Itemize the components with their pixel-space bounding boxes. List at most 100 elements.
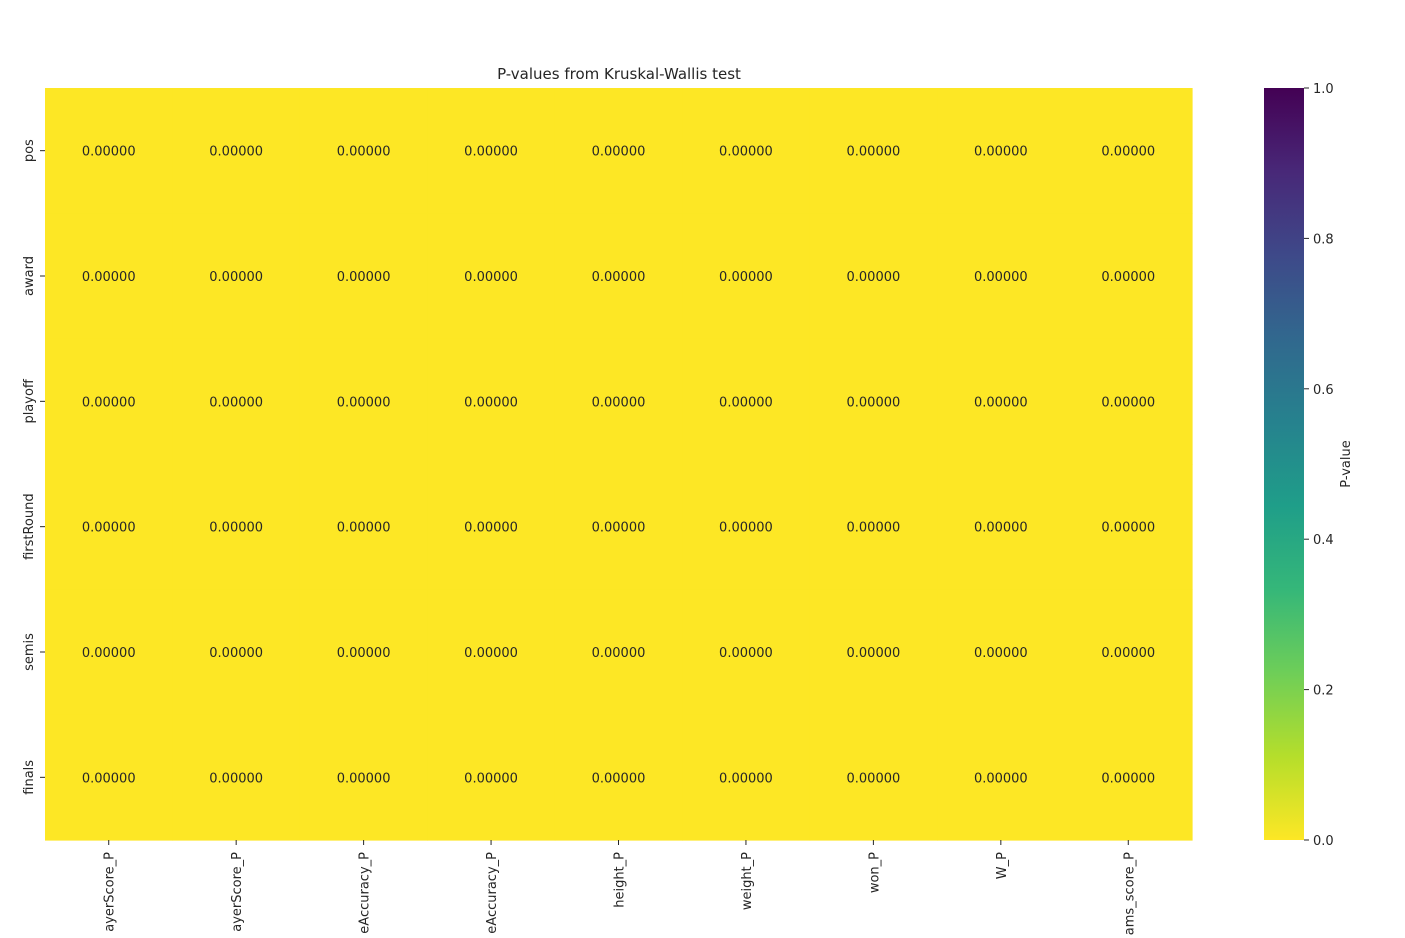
cell-value-label: 0.00000: [464, 521, 518, 536]
colorbar-tick-label: 0.4: [1313, 533, 1334, 548]
cell-value-label: 0.00000: [337, 521, 391, 536]
heatmap-cell: [1064, 213, 1193, 340]
heatmap-cell: [682, 714, 811, 841]
cell-value-label: 0.00000: [592, 771, 646, 786]
x-tick-label: eAccuracy_P: [358, 852, 373, 934]
heatmap-cell: [427, 88, 556, 214]
heatmap-cell: [682, 464, 811, 590]
cell-value-label: 0.00000: [974, 771, 1028, 786]
heatmap-cell: [299, 589, 428, 716]
cell-value-label: 0.00000: [82, 771, 136, 786]
cell-value-label: 0.00000: [337, 771, 391, 786]
heatmap-cell: [45, 338, 174, 465]
x-tick-label: ams_score_P: [1122, 852, 1137, 935]
heatmap-cell: [682, 213, 811, 340]
heatmap-cells: [45, 88, 1193, 841]
heatmap-cell: [172, 714, 301, 841]
x-tick-label: won_P: [867, 852, 882, 893]
heatmap-cell: [682, 88, 811, 214]
heatmap-cell: [299, 464, 428, 590]
x-tick-label: weight_P: [740, 852, 755, 910]
x-tick-label: W_P: [995, 852, 1010, 879]
heatmap-cell: [1064, 88, 1193, 214]
cell-value-label: 0.00000: [337, 270, 391, 285]
cell-value-label: 0.00000: [464, 646, 518, 661]
cell-value-label: 0.00000: [719, 145, 773, 160]
heatmap-cell: [427, 464, 556, 590]
heatmap-cell: [682, 589, 811, 716]
cell-value-label: 0.00000: [719, 646, 773, 661]
y-tick-label: award: [22, 256, 37, 296]
cell-value-label: 0.00000: [1101, 646, 1155, 661]
heatmap-cell: [45, 213, 174, 340]
heatmap-cell: [682, 338, 811, 465]
cell-value-label: 0.00000: [209, 395, 263, 410]
cell-value-label: 0.00000: [1101, 145, 1155, 160]
heatmap-cell: [172, 338, 301, 465]
cell-value-label: 0.00000: [1101, 270, 1155, 285]
cell-value-label: 0.00000: [719, 521, 773, 536]
cell-value-label: 0.00000: [847, 521, 901, 536]
cell-value-label: 0.00000: [974, 270, 1028, 285]
cell-value-label: 0.00000: [592, 521, 646, 536]
cell-value-label: 0.00000: [1101, 395, 1155, 410]
x-tick-label: ayerScore_P: [230, 852, 245, 932]
x-tick-label: ayerScore_P: [103, 852, 118, 932]
cell-value-label: 0.00000: [337, 145, 391, 160]
heatmap-cell: [554, 213, 683, 340]
heatmap-cell: [809, 338, 938, 465]
heatmap-cell-labels: 0.00000 0.00000 0.00000 0.00000 0.00000 0.000…: [82, 145, 1155, 787]
heatmap-cell: [299, 338, 428, 465]
colorbar-tick-label: 0.2: [1313, 684, 1334, 699]
cell-value-label: 0.00000: [847, 646, 901, 661]
heatmap-cell: [554, 464, 683, 590]
y-tick-label: semis: [22, 633, 37, 671]
cell-value-label: 0.00000: [847, 270, 901, 285]
cell-value-label: 0.00000: [337, 646, 391, 661]
heatmap-cell: [937, 338, 1066, 465]
heatmap-cell: [809, 213, 938, 340]
cell-value-label: 0.00000: [464, 395, 518, 410]
cell-value-label: 0.00000: [1101, 521, 1155, 536]
heatmap-cell: [1064, 464, 1193, 590]
heatmap-cell: [1064, 589, 1193, 716]
cell-value-label: 0.00000: [464, 771, 518, 786]
x-tick-label: eAccuracy_P: [485, 852, 500, 934]
cell-value-label: 0.00000: [719, 270, 773, 285]
heatmap-cell: [937, 589, 1066, 716]
colorbar-tick-label: 1.0: [1313, 82, 1334, 97]
heatmap-cell: [937, 714, 1066, 841]
cell-value-label: 0.00000: [719, 771, 773, 786]
colorbar-tick-label: 0.8: [1313, 232, 1334, 247]
heatmap-cell: [554, 589, 683, 716]
heatmap-cell: [809, 464, 938, 590]
y-tick-label: firstRound: [22, 493, 37, 560]
cell-value-label: 0.00000: [209, 145, 263, 160]
cell-value-label: 0.00000: [592, 395, 646, 410]
cell-value-label: 0.00000: [974, 395, 1028, 410]
y-tick-label: pos: [22, 139, 37, 162]
heatmap-cell: [809, 589, 938, 716]
y-axis: pos award playoff firstRound semis finals: [22, 139, 45, 795]
heatmap-cell: [299, 714, 428, 841]
heatmap-cell: [554, 88, 683, 214]
cell-value-label: 0.00000: [209, 771, 263, 786]
cell-value-label: 0.00000: [847, 145, 901, 160]
heatmap-cell: [1064, 338, 1193, 465]
x-axis: ayerScore_P ayerScore_P eAccuracy_P eAccura…: [103, 840, 1137, 935]
heatmap-cell: [1064, 714, 1193, 841]
heatmap-cell: [299, 88, 428, 214]
cell-value-label: 0.00000: [847, 771, 901, 786]
cell-value-label: 0.00000: [464, 270, 518, 285]
heatmap-cell: [809, 714, 938, 841]
colorbar-tick-label: 0.6: [1313, 383, 1334, 398]
cell-value-label: 0.00000: [82, 145, 136, 160]
cell-value-label: 0.00000: [82, 395, 136, 410]
heatmap-cell: [172, 589, 301, 716]
cell-value-label: 0.00000: [592, 646, 646, 661]
heatmap-cell: [427, 338, 556, 465]
heatmap-cell: [299, 213, 428, 340]
cell-value-label: 0.00000: [592, 145, 646, 160]
cell-value-label: 0.00000: [337, 395, 391, 410]
